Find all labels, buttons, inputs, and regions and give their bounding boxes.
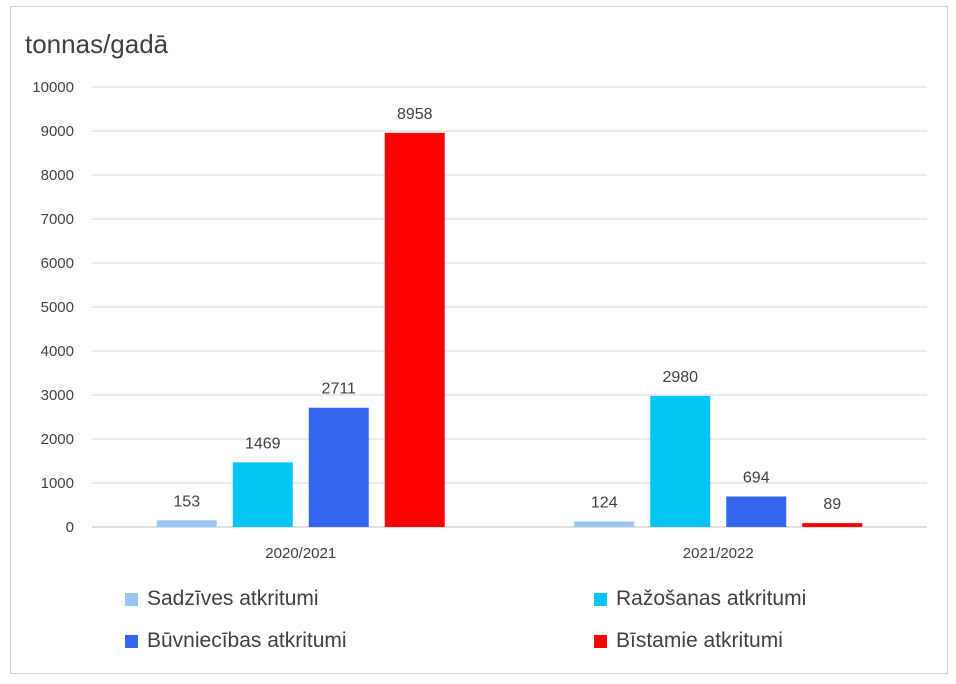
y-tick-label: 9000 [41, 123, 74, 140]
y-tick-label: 6000 [41, 255, 74, 272]
bar [574, 521, 635, 527]
y-tick-label: 4000 [41, 343, 74, 360]
bar-chart: 0 1000 2000 3000 4000 5000 6000 7000 8000 9000 100… [32, 79, 927, 562]
bar [802, 523, 863, 527]
data-label: 2711 [322, 381, 357, 398]
bar [384, 132, 445, 527]
bar [156, 520, 217, 527]
legend-item: Ražošanas atkritumi [594, 587, 806, 611]
legend-label: Sadzīves atkritumi [147, 587, 319, 610]
data-label: 89 [823, 496, 841, 513]
data-label: 124 [591, 495, 618, 512]
y-tick-label: 2000 [41, 431, 74, 448]
legend-item: Sadzīves atkritumi [125, 587, 319, 611]
legend-label: Ražošanas atkritumi [616, 587, 807, 610]
y-tick-label: 7000 [41, 211, 74, 228]
y-tick-label: 0 [66, 519, 74, 536]
y-tick-label: 5000 [41, 299, 74, 316]
data-label: 2980 [662, 369, 698, 386]
bar [726, 496, 787, 527]
legend-swatch [125, 634, 138, 648]
legend-swatch [594, 634, 607, 648]
y-tick-label: 1000 [41, 475, 74, 492]
legend-label: Būvniecības atkritumi [147, 629, 347, 652]
y-tick-label: 3000 [41, 387, 74, 404]
chart-frame: tonnas/gadā 0 1000 2000 3000 4000 5000 6000 700… [10, 6, 948, 674]
data-label: 153 [173, 493, 200, 510]
legend-item: Bīstamie atkritumi [594, 629, 783, 653]
y-tick-label: 8000 [41, 167, 74, 184]
data-label: 8958 [397, 106, 433, 123]
legend-label: Bīstamie atkritumi [616, 629, 783, 652]
data-label: 694 [743, 469, 770, 486]
legend-item: Būvniecības atkritumi [125, 629, 347, 653]
bar [650, 395, 711, 527]
legend-swatch [594, 592, 607, 606]
x-tick-label: 2020/2021 [265, 545, 336, 562]
data-label: 1469 [245, 435, 281, 452]
bar [232, 462, 293, 527]
y-tick-label: 10000 [32, 79, 74, 96]
y-axis-label: tonnas/gadā [25, 29, 169, 59]
bar [308, 407, 369, 527]
x-tick-label: 2021/2022 [683, 545, 754, 562]
legend-swatch [125, 592, 138, 606]
